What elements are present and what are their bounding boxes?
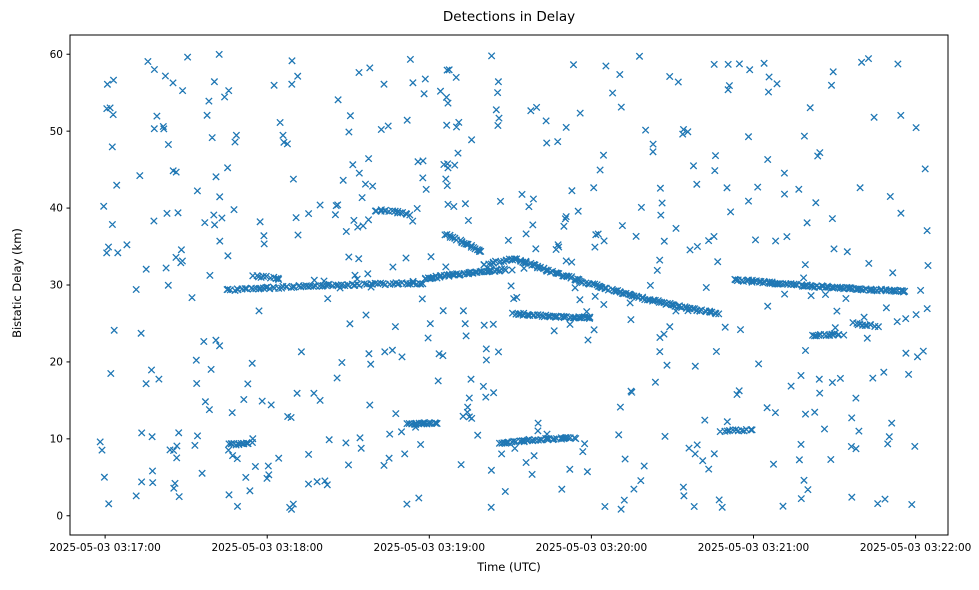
y-tick-label: 40: [50, 203, 63, 215]
y-axis-label: Bistatic Delay (km): [10, 228, 24, 338]
x-tick-label: 2025-05-03 03:17:00: [49, 542, 161, 554]
y-tick-label: 30: [50, 280, 63, 292]
x-tick-label: 2025-05-03 03:21:00: [698, 542, 810, 554]
y-tick-label: 20: [50, 357, 63, 369]
chart-title: Detections in Delay: [442, 9, 576, 25]
x-tick-label: 2025-05-03 03:18:00: [211, 542, 323, 554]
y-tick-label: 10: [50, 433, 63, 445]
y-tick-label: 50: [50, 126, 63, 138]
y-tick-label: 0: [56, 510, 63, 522]
x-axis-label: Time (UTC): [477, 560, 541, 574]
x-tick-label: 2025-05-03 03:22:00: [860, 542, 972, 554]
y-tick-label: 60: [50, 49, 63, 61]
scatter-points: [96, 50, 932, 513]
x-tick-label: 2025-05-03 03:20:00: [536, 542, 648, 554]
x-tick-label: 2025-05-03 03:19:00: [374, 542, 486, 554]
